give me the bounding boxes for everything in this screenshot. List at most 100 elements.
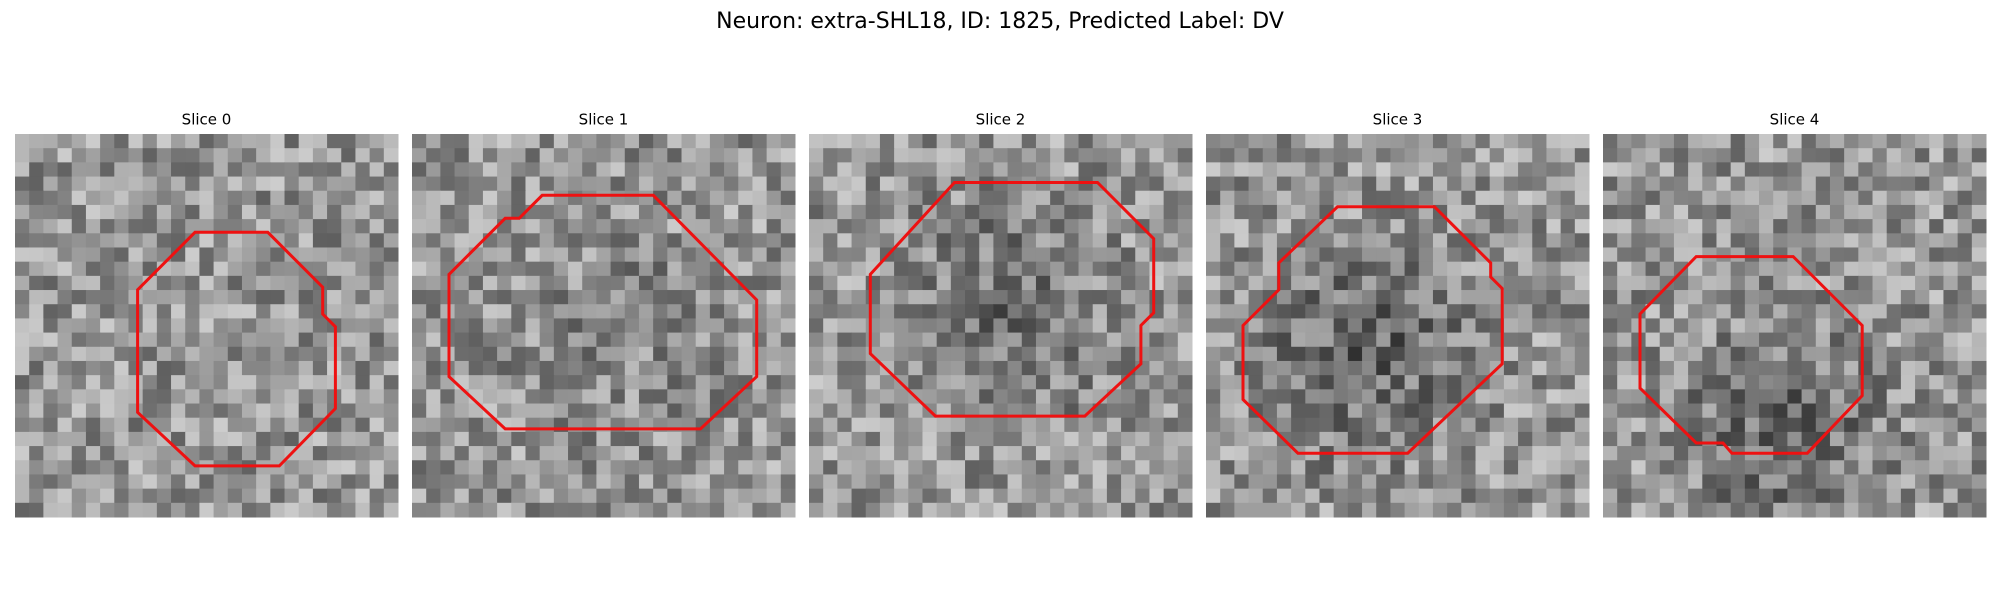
pixel	[57, 304, 73, 319]
pixel	[227, 219, 243, 234]
pixel	[1305, 134, 1320, 149]
pixel	[1248, 346, 1264, 362]
pixel	[1035, 275, 1051, 291]
pixel	[355, 375, 371, 390]
pixel	[43, 190, 59, 206]
pixel	[553, 446, 569, 461]
pixel	[1716, 403, 1732, 419]
pixel	[1858, 360, 1874, 376]
pixel	[383, 261, 399, 277]
pixel	[1262, 431, 1278, 447]
pixel	[511, 502, 526, 518]
pixel	[1929, 275, 1944, 291]
pixel	[1829, 360, 1845, 376]
pixel	[596, 318, 612, 334]
pixel	[1659, 148, 1675, 163]
pixel	[29, 134, 44, 149]
pixel	[1376, 275, 1391, 291]
pixel	[43, 346, 59, 362]
pixel	[1362, 460, 1377, 475]
pixel	[1404, 204, 1420, 220]
pixel	[270, 474, 286, 490]
pixel	[1376, 431, 1391, 447]
pixel	[851, 318, 867, 334]
pixel	[596, 247, 612, 263]
pixel	[1957, 332, 1973, 348]
pixel	[1461, 190, 1477, 206]
pixel	[1787, 360, 1803, 376]
pixel	[482, 403, 498, 419]
pixel	[525, 148, 541, 163]
pixel	[1021, 318, 1037, 334]
pixel	[426, 375, 441, 390]
pixel	[15, 403, 30, 419]
pixel	[1262, 375, 1278, 390]
pixel	[851, 304, 867, 319]
pixel	[1475, 275, 1491, 291]
pixel	[383, 502, 399, 518]
pixel	[412, 304, 427, 319]
pixel	[738, 304, 753, 319]
pixel	[1829, 446, 1845, 461]
pixel	[1617, 474, 1632, 490]
pixel	[412, 275, 427, 291]
pixel	[412, 261, 427, 277]
pixel	[1390, 318, 1406, 334]
pixel	[539, 134, 555, 149]
pixel	[1050, 502, 1065, 518]
pixel	[1716, 389, 1732, 405]
pixel	[1432, 488, 1448, 504]
pixel	[809, 162, 824, 178]
pixel	[15, 488, 30, 504]
pixel	[1319, 417, 1335, 433]
pixel	[823, 148, 838, 163]
pixel	[1432, 134, 1448, 149]
pixel	[724, 134, 739, 149]
pixel	[837, 502, 853, 518]
pixel	[1929, 346, 1944, 362]
pixel	[681, 403, 697, 419]
pixel	[29, 431, 44, 447]
pixel	[468, 247, 484, 263]
pixel	[1418, 275, 1434, 291]
pixel	[936, 360, 952, 376]
pixel	[29, 176, 44, 192]
pixel	[1276, 134, 1292, 149]
pixel	[15, 474, 30, 490]
pixel	[568, 162, 583, 178]
pixel	[1673, 233, 1689, 248]
pixel	[29, 446, 44, 461]
pixel	[894, 247, 909, 263]
pixel	[894, 204, 909, 220]
pixel	[1957, 389, 1973, 405]
pixel	[1163, 204, 1179, 220]
pixel	[1915, 204, 1930, 220]
pixel	[738, 219, 753, 234]
pixel	[57, 488, 73, 504]
pixel	[1362, 332, 1377, 348]
pixel	[1149, 219, 1165, 234]
pixel	[71, 502, 87, 518]
pixel	[43, 431, 59, 447]
pixel	[327, 275, 342, 291]
pixel	[1432, 304, 1448, 319]
pixel	[1716, 233, 1732, 248]
pixel	[667, 275, 683, 291]
pixel	[837, 389, 853, 405]
pixel	[1560, 488, 1576, 504]
pixel	[1886, 304, 1902, 319]
pixel	[1007, 403, 1023, 419]
pixel	[610, 474, 626, 490]
pixel	[1815, 148, 1831, 163]
pixel	[511, 488, 526, 504]
pixel	[482, 290, 498, 305]
pixel	[15, 389, 30, 405]
pixel	[596, 261, 612, 277]
pixel	[511, 304, 526, 319]
pixel	[1248, 290, 1264, 305]
pixel	[1248, 148, 1264, 163]
pixel	[837, 162, 853, 178]
pixel	[1461, 204, 1477, 220]
pixel	[1007, 204, 1023, 220]
pixel	[1432, 332, 1448, 348]
